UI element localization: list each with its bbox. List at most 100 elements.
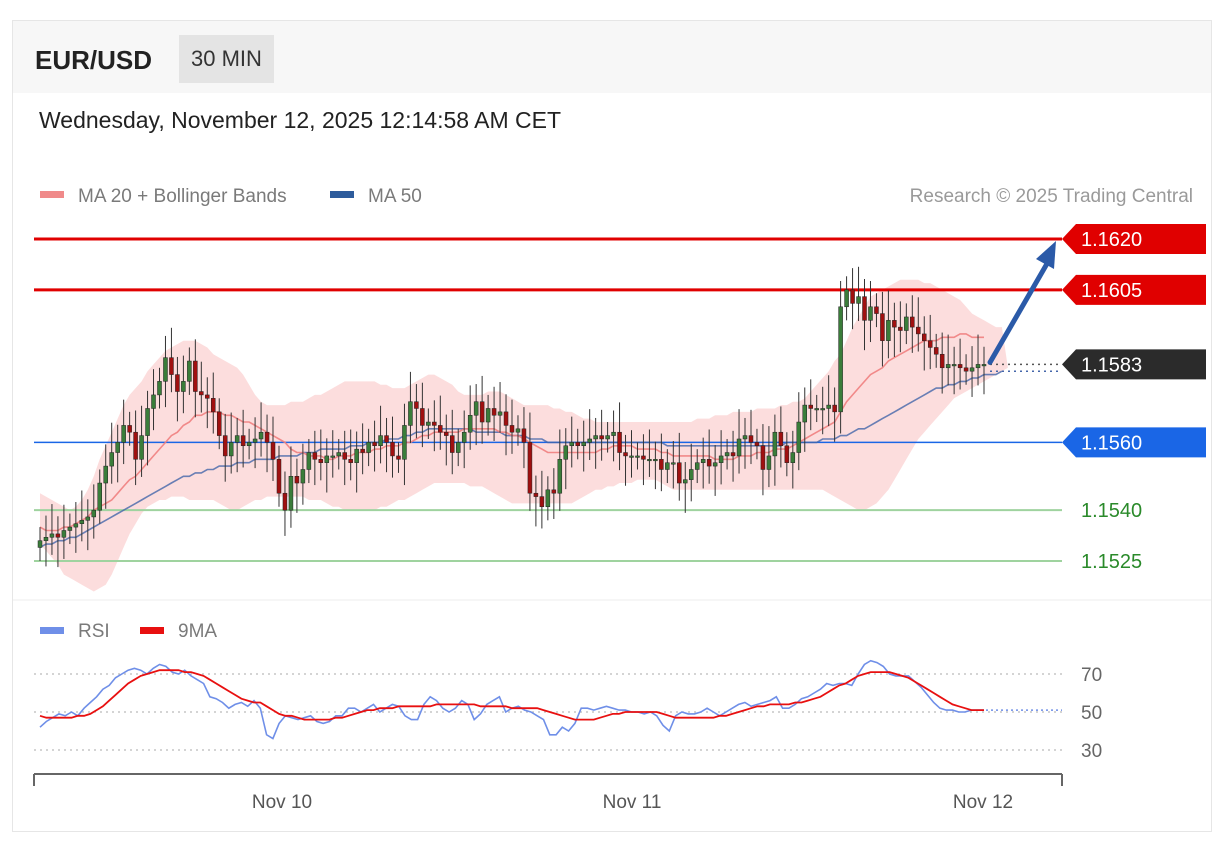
candle-body — [521, 428, 527, 443]
candle-body — [49, 533, 55, 538]
rsi-level-label: 70 — [1081, 665, 1102, 686]
candle-body — [569, 442, 574, 447]
candle — [886, 290, 891, 359]
candle — [324, 438, 330, 493]
candle — [414, 384, 419, 439]
candle-body — [886, 320, 891, 341]
candle-body — [653, 459, 658, 462]
candle — [730, 430, 736, 482]
candle — [951, 346, 957, 395]
candle-body — [43, 537, 49, 541]
candle — [933, 333, 939, 368]
candle — [569, 416, 574, 468]
candle-body — [264, 431, 270, 443]
candle — [551, 468, 557, 519]
candle-body — [193, 360, 198, 392]
candle — [175, 356, 180, 422]
candle — [712, 445, 718, 496]
candle — [945, 334, 951, 386]
candle-body — [551, 489, 557, 494]
candle-body — [175, 374, 180, 392]
legend-swatch-rsi — [40, 627, 64, 634]
candle-body — [808, 404, 813, 409]
candle-body — [497, 411, 503, 416]
candle-body — [688, 469, 694, 480]
candle-body — [222, 435, 228, 457]
candle-body — [557, 459, 563, 494]
candle — [898, 301, 903, 353]
candle-body — [718, 455, 724, 463]
candle-body — [199, 391, 204, 396]
candle-body — [945, 364, 951, 369]
candle-body — [677, 462, 682, 484]
candle-body — [103, 465, 108, 484]
candle — [396, 442, 401, 473]
candle-body — [479, 401, 485, 423]
candle — [969, 346, 975, 397]
candle — [270, 416, 276, 482]
timestamp: Wednesday, November 12, 2025 12:14:58 AM… — [39, 107, 562, 133]
candle — [521, 407, 527, 469]
candle — [718, 430, 724, 485]
candle-body — [294, 476, 300, 484]
candle-body — [587, 438, 592, 443]
candle — [587, 409, 592, 460]
candle — [360, 423, 365, 475]
level-label: 1.1620 — [1081, 229, 1142, 251]
candle — [850, 268, 855, 330]
candle-body — [922, 333, 927, 341]
candle-body — [665, 462, 670, 470]
candle-body — [706, 459, 712, 467]
candle-body — [485, 408, 491, 423]
candle-body — [754, 442, 760, 447]
candle-body — [981, 364, 987, 367]
candle — [479, 375, 485, 444]
rsi-line — [39, 659, 984, 740]
candle — [234, 417, 240, 473]
level-label: 1.1525 — [1081, 551, 1142, 573]
candle — [228, 412, 234, 474]
currency-pair-title: EUR/USD — [35, 45, 153, 75]
candle — [318, 429, 324, 481]
candle-body — [862, 296, 867, 321]
candle-body — [509, 425, 515, 433]
candle-body — [444, 431, 449, 436]
candle-body — [503, 411, 509, 426]
level-tag — [1062, 349, 1206, 380]
candle — [635, 442, 640, 470]
candle-body — [850, 289, 855, 304]
candle — [336, 438, 341, 470]
candle-body — [246, 442, 252, 447]
candle-body — [336, 452, 341, 457]
candle-body — [354, 448, 359, 463]
candle-body — [904, 316, 909, 331]
candle-body — [760, 445, 766, 470]
widget-header: EUR/USD 30 MIN — [13, 21, 1211, 93]
candle — [659, 433, 664, 492]
candle — [766, 426, 772, 488]
candle — [151, 369, 156, 431]
candle — [294, 458, 300, 513]
legend-label-ma20: MA 20 + Bollinger Bands — [78, 186, 287, 207]
legend-swatch-ma20 — [40, 191, 64, 198]
candle-body — [163, 357, 168, 382]
timeframe-badge[interactable]: 30 MIN — [179, 35, 274, 83]
candle — [838, 281, 843, 434]
legend-label-rsi-ma: 9MA — [178, 621, 217, 642]
candle-body — [951, 364, 957, 367]
ma50-line — [39, 370, 1003, 549]
candle — [742, 417, 748, 469]
candle-body — [127, 425, 132, 433]
candle-body — [683, 479, 688, 484]
candle — [199, 361, 204, 413]
candle-body — [933, 347, 939, 355]
candle-body — [396, 455, 401, 460]
candle — [975, 334, 981, 386]
candle-body — [420, 408, 425, 426]
candle — [169, 327, 174, 393]
candle-body — [778, 431, 784, 447]
candle — [491, 386, 497, 442]
candle-body — [694, 462, 700, 470]
candle-body — [282, 492, 288, 511]
